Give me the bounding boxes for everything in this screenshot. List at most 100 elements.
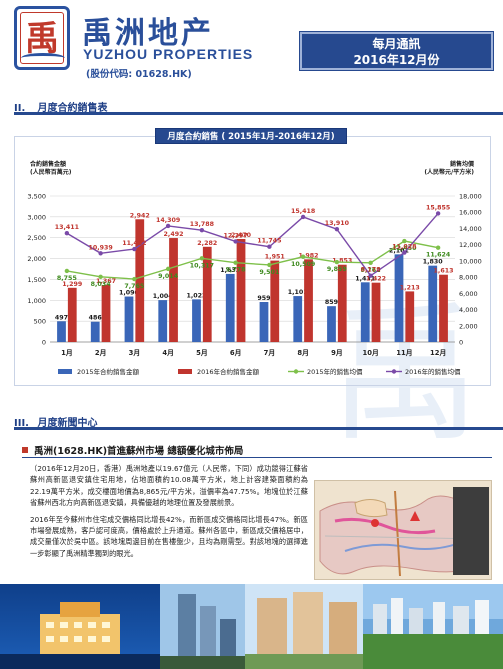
line-point-2016: [199, 227, 205, 233]
section-divider: [14, 112, 503, 115]
bar-2016: [337, 264, 347, 342]
bar-2016: [371, 282, 381, 342]
bar-data-label: 1,022: [187, 292, 207, 299]
photo-residential: [245, 584, 363, 669]
line-data-label: 8,755: [57, 275, 77, 282]
bar-data-label: 2,470: [231, 232, 252, 239]
y-tick-right: 2,000: [459, 322, 478, 330]
bar-2016: [169, 238, 178, 342]
y-tick-right: 10,000: [459, 257, 482, 265]
line-data-label: 7,765: [124, 283, 144, 290]
bar-2015: [327, 306, 336, 342]
bar-2016: [405, 291, 415, 342]
section-number: II.: [14, 103, 26, 114]
bar-data-label: 1,299: [62, 281, 82, 288]
photo-hotel-night: [0, 584, 160, 669]
x-tick-label: 3月: [129, 349, 141, 357]
bar-data-label: 1,431: [355, 275, 375, 282]
line-point-2015: [334, 259, 340, 265]
bar-data-label: 486: [89, 315, 103, 322]
x-tick-label: 4月: [162, 349, 174, 357]
stock-code: (股份代码: 01628.HK): [86, 69, 192, 80]
line-point-2016: [267, 244, 272, 249]
bar-data-label: 1,613: [434, 268, 454, 275]
bar-2016: [202, 246, 212, 342]
section-title: 月度合約銷售表: [37, 103, 108, 114]
line-point-2015: [267, 262, 272, 268]
y-tick-right: 12,000: [459, 241, 482, 249]
news-paragraph: （2016年12月20日，香港）禹洲地產以19.67億元（人民幣，下同）成功競得…: [30, 464, 308, 508]
x-tick-label: 11月: [396, 349, 412, 357]
line-point-2016: [435, 211, 441, 216]
line-point-2015: [233, 260, 238, 265]
bar-2015: [394, 254, 404, 342]
news-paragraph: 2016年至今蘇州市住宅成交價格同比增長42%，而新區成交價格同比增長47%。新…: [30, 514, 308, 558]
line-data-label: 11,624: [426, 252, 451, 259]
legend-label: 2015年合約銷售金額: [77, 367, 140, 376]
report-period: 2016年12月份: [353, 53, 440, 67]
bar-data-label: 1,853: [332, 258, 352, 265]
line-point-2016: [165, 223, 171, 229]
legend-marker: [391, 369, 397, 374]
line-data-label: 10,509: [291, 261, 315, 268]
y-axis-label-left: 合約銷售金額: [30, 160, 66, 168]
report-title-box: 每月通訊 2016年12月份: [299, 31, 494, 71]
y-axis-label-right: 銷售均價: [450, 160, 475, 168]
line-data-label: 11,745: [257, 238, 281, 245]
line-data-label: 11,028: [392, 244, 416, 251]
photo-waterfront: [363, 584, 503, 669]
line-point-2015: [132, 276, 137, 282]
bar-data-label: 859: [325, 299, 338, 306]
legend-swatch: [178, 369, 192, 374]
line-data-label: 15,418: [291, 208, 315, 215]
x-tick-label: 2月: [95, 349, 107, 357]
line-data-label: 8,034: [91, 281, 112, 288]
bar-data-label: 1,951: [265, 254, 285, 261]
series-line-2016: [66, 212, 439, 277]
bar-2015: [360, 282, 370, 342]
brand-name-en: YUZHOU PROPERTIES: [83, 46, 254, 62]
line-point-2015: [435, 245, 441, 250]
bar-2015: [225, 273, 235, 342]
news-underline: [22, 457, 492, 458]
line-data-label: 13,910: [325, 220, 350, 227]
line-point-2016: [334, 226, 340, 232]
bar-data-label: 2,101: [389, 247, 409, 254]
y-tick-right: 4,000: [459, 306, 478, 314]
y-tick-left: 1,000: [27, 297, 46, 305]
line-data-label: 11,462: [122, 240, 146, 247]
legend-label: 2016年合約銷售金額: [197, 367, 260, 376]
series-line-2015: [66, 240, 439, 280]
bar-data-label: 1,367: [96, 278, 116, 285]
news-headline-text: 禹洲(1628.HK)首進蘇州市場 總額優化城市佈局: [34, 446, 244, 457]
section-number: III.: [14, 418, 29, 429]
y-tick-left: 3,500: [27, 193, 46, 201]
bar-2016: [236, 238, 246, 342]
line-point-2016: [98, 251, 103, 256]
x-tick-label: 8月: [297, 349, 309, 357]
line-point-2016: [233, 239, 238, 244]
section-title: 月度新聞中心: [37, 418, 98, 429]
x-tick-label: 7月: [264, 349, 276, 357]
report-title: 每月通訊: [372, 37, 421, 51]
line-data-label: 8,178: [361, 267, 381, 274]
x-tick-label: 9月: [331, 349, 343, 357]
bar-2015: [192, 299, 201, 342]
x-tick-label: 10月: [362, 349, 378, 357]
line-point-2015: [300, 254, 306, 259]
bar-data-label: 2,282: [197, 240, 217, 247]
news-headline: 禹洲(1628.HK)首進蘇州市場 總額優化城市佈局: [22, 443, 243, 457]
line-data-label: 10,317: [190, 262, 214, 269]
bar-data-label: 1,632: [220, 267, 240, 274]
legend-marker: [293, 369, 299, 374]
line-point-2015: [64, 268, 70, 274]
bar-data-label: 1,101: [288, 289, 308, 296]
y-tick-right: 18,000: [459, 193, 482, 201]
line-data-label: 9,014: [158, 273, 179, 280]
y-tick-left: 2,500: [27, 234, 46, 242]
bar-2015: [158, 300, 168, 342]
line-data-label: 9,778: [226, 267, 246, 274]
legend-label: 2015年的銷售均價: [307, 367, 363, 376]
line-data-label: 13,411: [55, 224, 79, 231]
